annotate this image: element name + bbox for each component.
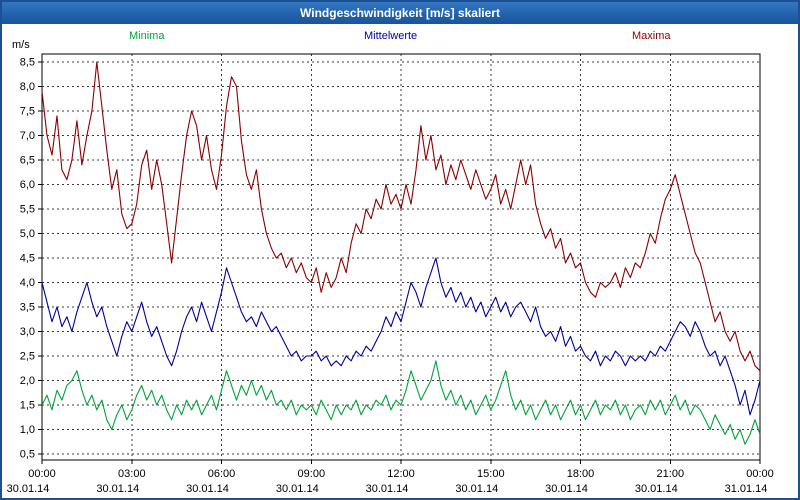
- svg-text:5,5: 5,5: [20, 204, 35, 216]
- svg-text:2,0: 2,0: [20, 375, 35, 387]
- svg-text:3,5: 3,5: [20, 302, 35, 314]
- svg-text:3,0: 3,0: [20, 326, 35, 338]
- svg-text:31.01.14: 31.01.14: [725, 483, 768, 495]
- svg-text:30.01.14: 30.01.14: [276, 483, 319, 495]
- chart-legend: Minima Mittelwerte Maxima: [2, 30, 798, 44]
- chart-title: Windgeschwindigkeit [m/s] skaliert: [300, 6, 500, 20]
- svg-text:03:00: 03:00: [118, 468, 146, 480]
- svg-text:15:00: 15:00: [477, 468, 505, 480]
- chart-title-bar: Windgeschwindigkeit [m/s] skaliert: [2, 2, 798, 24]
- svg-text:30.01.14: 30.01.14: [635, 483, 678, 495]
- svg-text:8,5: 8,5: [20, 57, 35, 69]
- svg-text:4,5: 4,5: [20, 253, 35, 265]
- y-axis-unit-label: m/s: [12, 39, 30, 51]
- svg-text:18:00: 18:00: [567, 468, 595, 480]
- svg-text:30.01.14: 30.01.14: [96, 483, 139, 495]
- svg-text:30.01.14: 30.01.14: [186, 483, 229, 495]
- svg-text:1,5: 1,5: [20, 400, 35, 412]
- svg-text:7,5: 7,5: [20, 106, 35, 118]
- svg-text:21:00: 21:00: [657, 468, 685, 480]
- svg-text:0,5: 0,5: [20, 449, 35, 461]
- svg-text:12:00: 12:00: [387, 468, 415, 480]
- svg-text:09:00: 09:00: [298, 468, 326, 480]
- svg-text:6,0: 6,0: [20, 179, 35, 191]
- svg-text:30.01.14: 30.01.14: [7, 483, 50, 495]
- svg-text:6,5: 6,5: [20, 155, 35, 167]
- svg-text:00:00: 00:00: [746, 468, 774, 480]
- svg-text:8,0: 8,0: [20, 81, 35, 93]
- legend-item-maxima: Maxima: [632, 30, 671, 42]
- wind-speed-chart: 0,5 1,0 1,5 2,0 2,5 3,0 3,5 4,0 4,5 5,0 5,5 6,0 6,5 7…: [7, 53, 774, 495]
- svg-text:00:00: 00:00: [28, 468, 56, 480]
- svg-text:30.01.14: 30.01.14: [455, 483, 498, 495]
- svg-text:06:00: 06:00: [208, 468, 236, 480]
- svg-text:2,5: 2,5: [20, 351, 35, 363]
- svg-text:30.01.14: 30.01.14: [366, 483, 409, 495]
- svg-text:4,0: 4,0: [20, 277, 35, 289]
- legend-item-minima: Minima: [129, 30, 165, 42]
- svg-text:30.01.14: 30.01.14: [545, 483, 588, 495]
- svg-text:1,0: 1,0: [20, 424, 35, 436]
- svg-text:7,0: 7,0: [20, 130, 35, 142]
- svg-text:5,0: 5,0: [20, 228, 35, 240]
- legend-item-mittelwerte: Mittelwerte: [364, 30, 418, 42]
